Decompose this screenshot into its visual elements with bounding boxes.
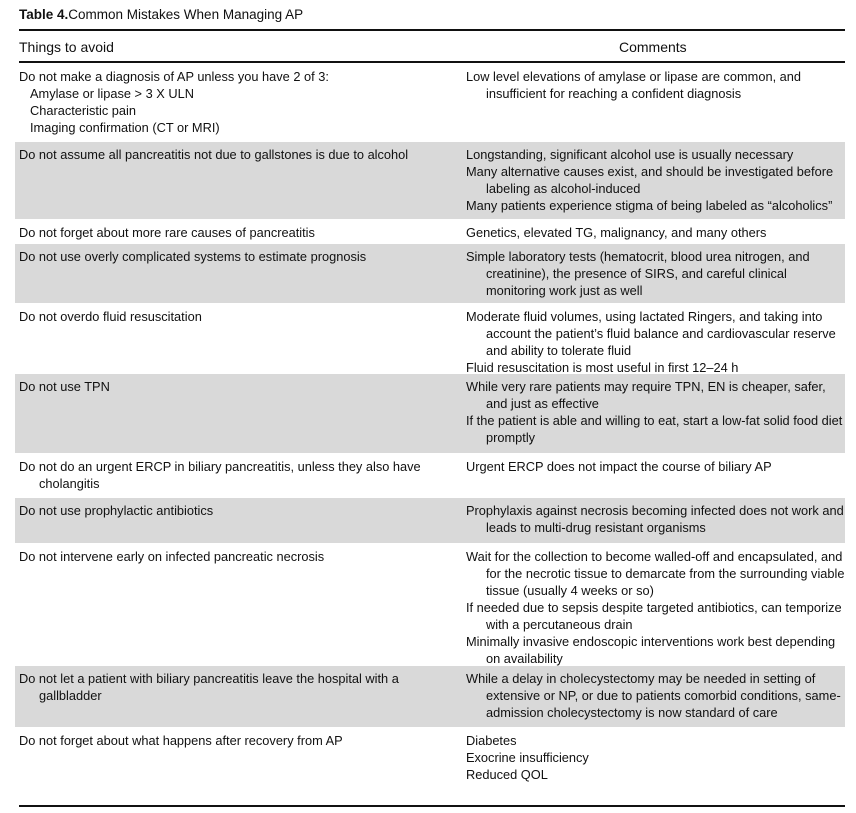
table-row: Do not assume all pancreatitis not due t… <box>15 142 845 219</box>
cell-things-to-avoid: Do not forget about more rare causes of … <box>19 224 439 241</box>
cell-things-to-avoid: Do not let a patient with biliary pancre… <box>19 670 439 704</box>
comment-text: Simple laboratory tests (hematocrit, blo… <box>466 249 810 298</box>
avoid-subitem: Characteristic pain <box>30 103 136 118</box>
avoid-subitem: Amylase or lipase > 3 X ULN <box>30 86 194 101</box>
avoid-text: Do not forget about what happens after r… <box>19 733 343 748</box>
cell-things-to-avoid: Do not do an urgent ERCP in biliary panc… <box>19 458 439 492</box>
comment-text: Reduced QOL <box>466 767 548 782</box>
table-row: Do not use prophylactic antibiotics Proph… <box>15 498 845 543</box>
cell-things-to-avoid: Do not overdo fluid resuscitation <box>19 308 439 325</box>
table-title: Table 4.Common Mistakes When Managing AP <box>19 6 303 23</box>
cell-things-to-avoid: Do not use overly complicated systems to… <box>19 248 439 265</box>
comment-text: Moderate fluid volumes, using lactated R… <box>466 309 836 358</box>
comment-text: Prophylaxis against necrosis becoming in… <box>466 503 844 535</box>
comment-text: Diabetes <box>466 733 517 748</box>
bottom-rule <box>19 805 845 807</box>
cell-comments: While very rare patients may require TPN… <box>466 378 850 446</box>
cell-things-to-avoid: Do not assume all pancreatitis not due t… <box>19 146 439 163</box>
table-row: Do not intervene early on infected pancr… <box>15 544 845 666</box>
cell-comments: Simple laboratory tests (hematocrit, blo… <box>466 248 850 299</box>
cell-comments: Diabetes Exocrine insufficiency Reduced QO… <box>466 732 850 783</box>
avoid-text: Do not forget about more rare causes of … <box>19 225 315 240</box>
table-header: Things to avoid Comments <box>19 37 845 57</box>
table-row: Do not use TPN While very rare patients m… <box>15 374 845 453</box>
comment-text: Wait for the collection to become walled… <box>466 549 845 598</box>
cell-comments: While a delay in cholecystectomy may be … <box>466 670 850 721</box>
table-row: Do not forget about what happens after r… <box>15 728 845 792</box>
comment-text: While a delay in cholecystectomy may be … <box>466 671 841 720</box>
cell-things-to-avoid: Do not forget about what happens after r… <box>19 732 439 749</box>
avoid-text: Do not overdo fluid resuscitation <box>19 309 202 324</box>
table-number: Table 4. <box>19 7 69 22</box>
comment-text: Urgent ERCP does not impact the course o… <box>466 459 772 474</box>
cell-things-to-avoid: Do not use TPN <box>19 378 439 395</box>
avoid-text: Do not assume all pancreatitis not due t… <box>19 147 409 162</box>
comment-text: While very rare patients may require TPN… <box>466 379 826 411</box>
top-rule <box>19 29 845 31</box>
cell-things-to-avoid: Do not intervene early on infected pancr… <box>19 548 439 565</box>
cell-comments: Moderate fluid volumes, using lactated R… <box>466 308 850 376</box>
cell-comments: Genetics, elevated TG, malignancy, and m… <box>466 224 850 241</box>
avoid-text: Do not use prophylactic antibiotics <box>19 503 214 518</box>
comment-text: Longstanding, significant alcohol use is… <box>466 147 794 162</box>
table-row: Do not use overly complicated systems to… <box>15 244 845 303</box>
header-rule <box>19 61 845 63</box>
column-header-things-to-avoid: Things to avoid <box>19 39 114 55</box>
avoid-text: Do not let a patient with biliary pancre… <box>19 671 399 703</box>
table-row: Do not make a diagnosis of AP unless you… <box>15 64 845 141</box>
comment-text: Many alternative causes exist, and shoul… <box>466 164 834 196</box>
column-header-comments: Comments <box>619 39 687 55</box>
comment-text: Exocrine insufficiency <box>466 750 589 765</box>
cell-comments: Wait for the collection to become walled… <box>466 548 850 667</box>
table-row: Do not let a patient with biliary pancre… <box>15 666 845 727</box>
table-row: Do not do an urgent ERCP in biliary panc… <box>15 454 845 497</box>
cell-comments: Low level elevations of amylase or lipas… <box>466 68 850 102</box>
cell-comments: Prophylaxis against necrosis becoming in… <box>466 502 850 536</box>
avoid-subitem: Imaging confirmation (CT or MRI) <box>30 120 220 135</box>
comment-text: Many patients experience stigma of being… <box>466 198 833 213</box>
comment-text: Genetics, elevated TG, malignancy, and m… <box>466 225 767 240</box>
avoid-text: Do not do an urgent ERCP in biliary panc… <box>19 459 421 491</box>
avoid-text: Do not make a diagnosis of AP unless you… <box>19 69 329 84</box>
comment-text: If the patient is able and willing to ea… <box>466 413 843 445</box>
table-row: Do not forget about more rare causes of … <box>15 220 845 243</box>
cell-comments: Urgent ERCP does not impact the course o… <box>466 458 850 475</box>
comment-text: If needed due to sepsis despite targeted… <box>466 600 842 632</box>
avoid-text: Do not use TPN <box>19 379 110 394</box>
cell-comments: Longstanding, significant alcohol use is… <box>466 146 850 214</box>
comment-text: Fluid resuscitation is most useful in fi… <box>466 360 739 375</box>
cell-things-to-avoid: Do not make a diagnosis of AP unless you… <box>19 68 439 136</box>
comment-text: Low level elevations of amylase or lipas… <box>466 69 802 101</box>
table-row: Do not overdo fluid resuscitation Moderat… <box>15 304 845 375</box>
cell-things-to-avoid: Do not use prophylactic antibiotics <box>19 502 439 519</box>
avoid-text: Do not use overly complicated systems to… <box>19 249 367 264</box>
comment-text: Minimally invasive endoscopic interventi… <box>466 634 836 666</box>
avoid-text: Do not intervene early on infected pancr… <box>19 549 325 564</box>
table-caption: Common Mistakes When Managing AP <box>68 7 304 22</box>
